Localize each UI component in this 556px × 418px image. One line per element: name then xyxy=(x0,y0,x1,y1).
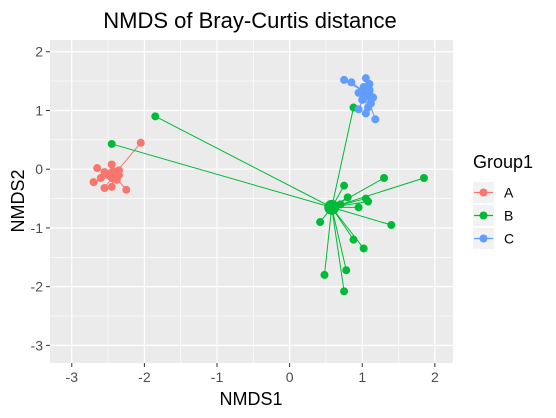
point-B xyxy=(340,287,349,296)
segment-B xyxy=(155,115,332,208)
y-tick-label: -3 xyxy=(31,337,44,353)
point-C xyxy=(354,105,363,114)
y-tick-label: 2 xyxy=(35,44,43,60)
segment-B xyxy=(331,177,425,208)
x-tick-label: 1 xyxy=(358,369,366,385)
point-B xyxy=(340,181,349,190)
x-tick-label: -2 xyxy=(138,369,151,385)
point-B xyxy=(387,220,396,229)
x-tick-label: -3 xyxy=(66,369,79,385)
segment-B xyxy=(331,107,355,208)
point-A xyxy=(107,160,116,169)
segment-B xyxy=(323,207,333,275)
x-tick-label: 0 xyxy=(286,369,294,385)
segment-B xyxy=(331,207,365,249)
chart-title: NMDS of Bray-Curtis distance xyxy=(103,8,396,33)
centroid-C xyxy=(358,85,374,101)
point-B xyxy=(151,112,160,121)
point-B xyxy=(359,244,368,253)
plot-panel xyxy=(50,40,453,363)
x-axis-ticks: -3 -2 -1 0 1 2 xyxy=(66,363,439,385)
legend-key-dot xyxy=(479,234,488,243)
point-C xyxy=(347,78,356,87)
segment-B xyxy=(111,143,332,208)
legend-key-dot xyxy=(479,188,488,197)
y-tick-label: -2 xyxy=(31,279,44,295)
point-B xyxy=(380,174,389,183)
point-A xyxy=(136,138,145,147)
point-C xyxy=(371,115,380,124)
point-A xyxy=(96,174,105,183)
segment-B xyxy=(331,207,347,271)
point-B xyxy=(364,197,373,206)
x-tick-label: 2 xyxy=(431,369,439,385)
y-axis-ticks: -3 -2 -1 0 1 2 xyxy=(31,44,50,353)
point-B xyxy=(343,193,352,202)
point-B xyxy=(342,266,351,275)
point-C xyxy=(361,109,370,118)
y-tick-label: 0 xyxy=(35,161,43,177)
segment-B xyxy=(331,206,392,226)
point-A xyxy=(122,185,131,194)
x-tick-label: -1 xyxy=(211,369,224,385)
centroid-A xyxy=(106,167,122,183)
y-tick-label: -1 xyxy=(31,220,44,236)
point-B xyxy=(349,235,358,244)
point-A xyxy=(93,164,102,173)
segment-B xyxy=(331,207,345,292)
point-C xyxy=(361,74,370,83)
centroid-B xyxy=(324,199,340,215)
point-A xyxy=(107,182,116,191)
y-axis-title: NMDS2 xyxy=(8,169,28,232)
point-B xyxy=(419,174,428,183)
x-axis-title: NMDS1 xyxy=(219,389,282,409)
point-C xyxy=(340,75,349,84)
grid-lines xyxy=(50,40,453,363)
legend-title: Group1 xyxy=(473,152,533,172)
legend: Group1 ABC xyxy=(473,152,533,249)
point-A xyxy=(89,178,98,187)
point-A xyxy=(100,183,109,192)
point-B xyxy=(354,203,363,212)
legend-label: C xyxy=(504,231,514,247)
data-points xyxy=(89,74,428,296)
point-B xyxy=(107,139,116,148)
legend-key-dot xyxy=(479,211,488,220)
y-tick-label: 1 xyxy=(35,102,43,118)
legend-label: B xyxy=(504,208,513,224)
point-B xyxy=(320,270,329,279)
point-B xyxy=(316,218,325,227)
legend-label: A xyxy=(504,185,514,201)
